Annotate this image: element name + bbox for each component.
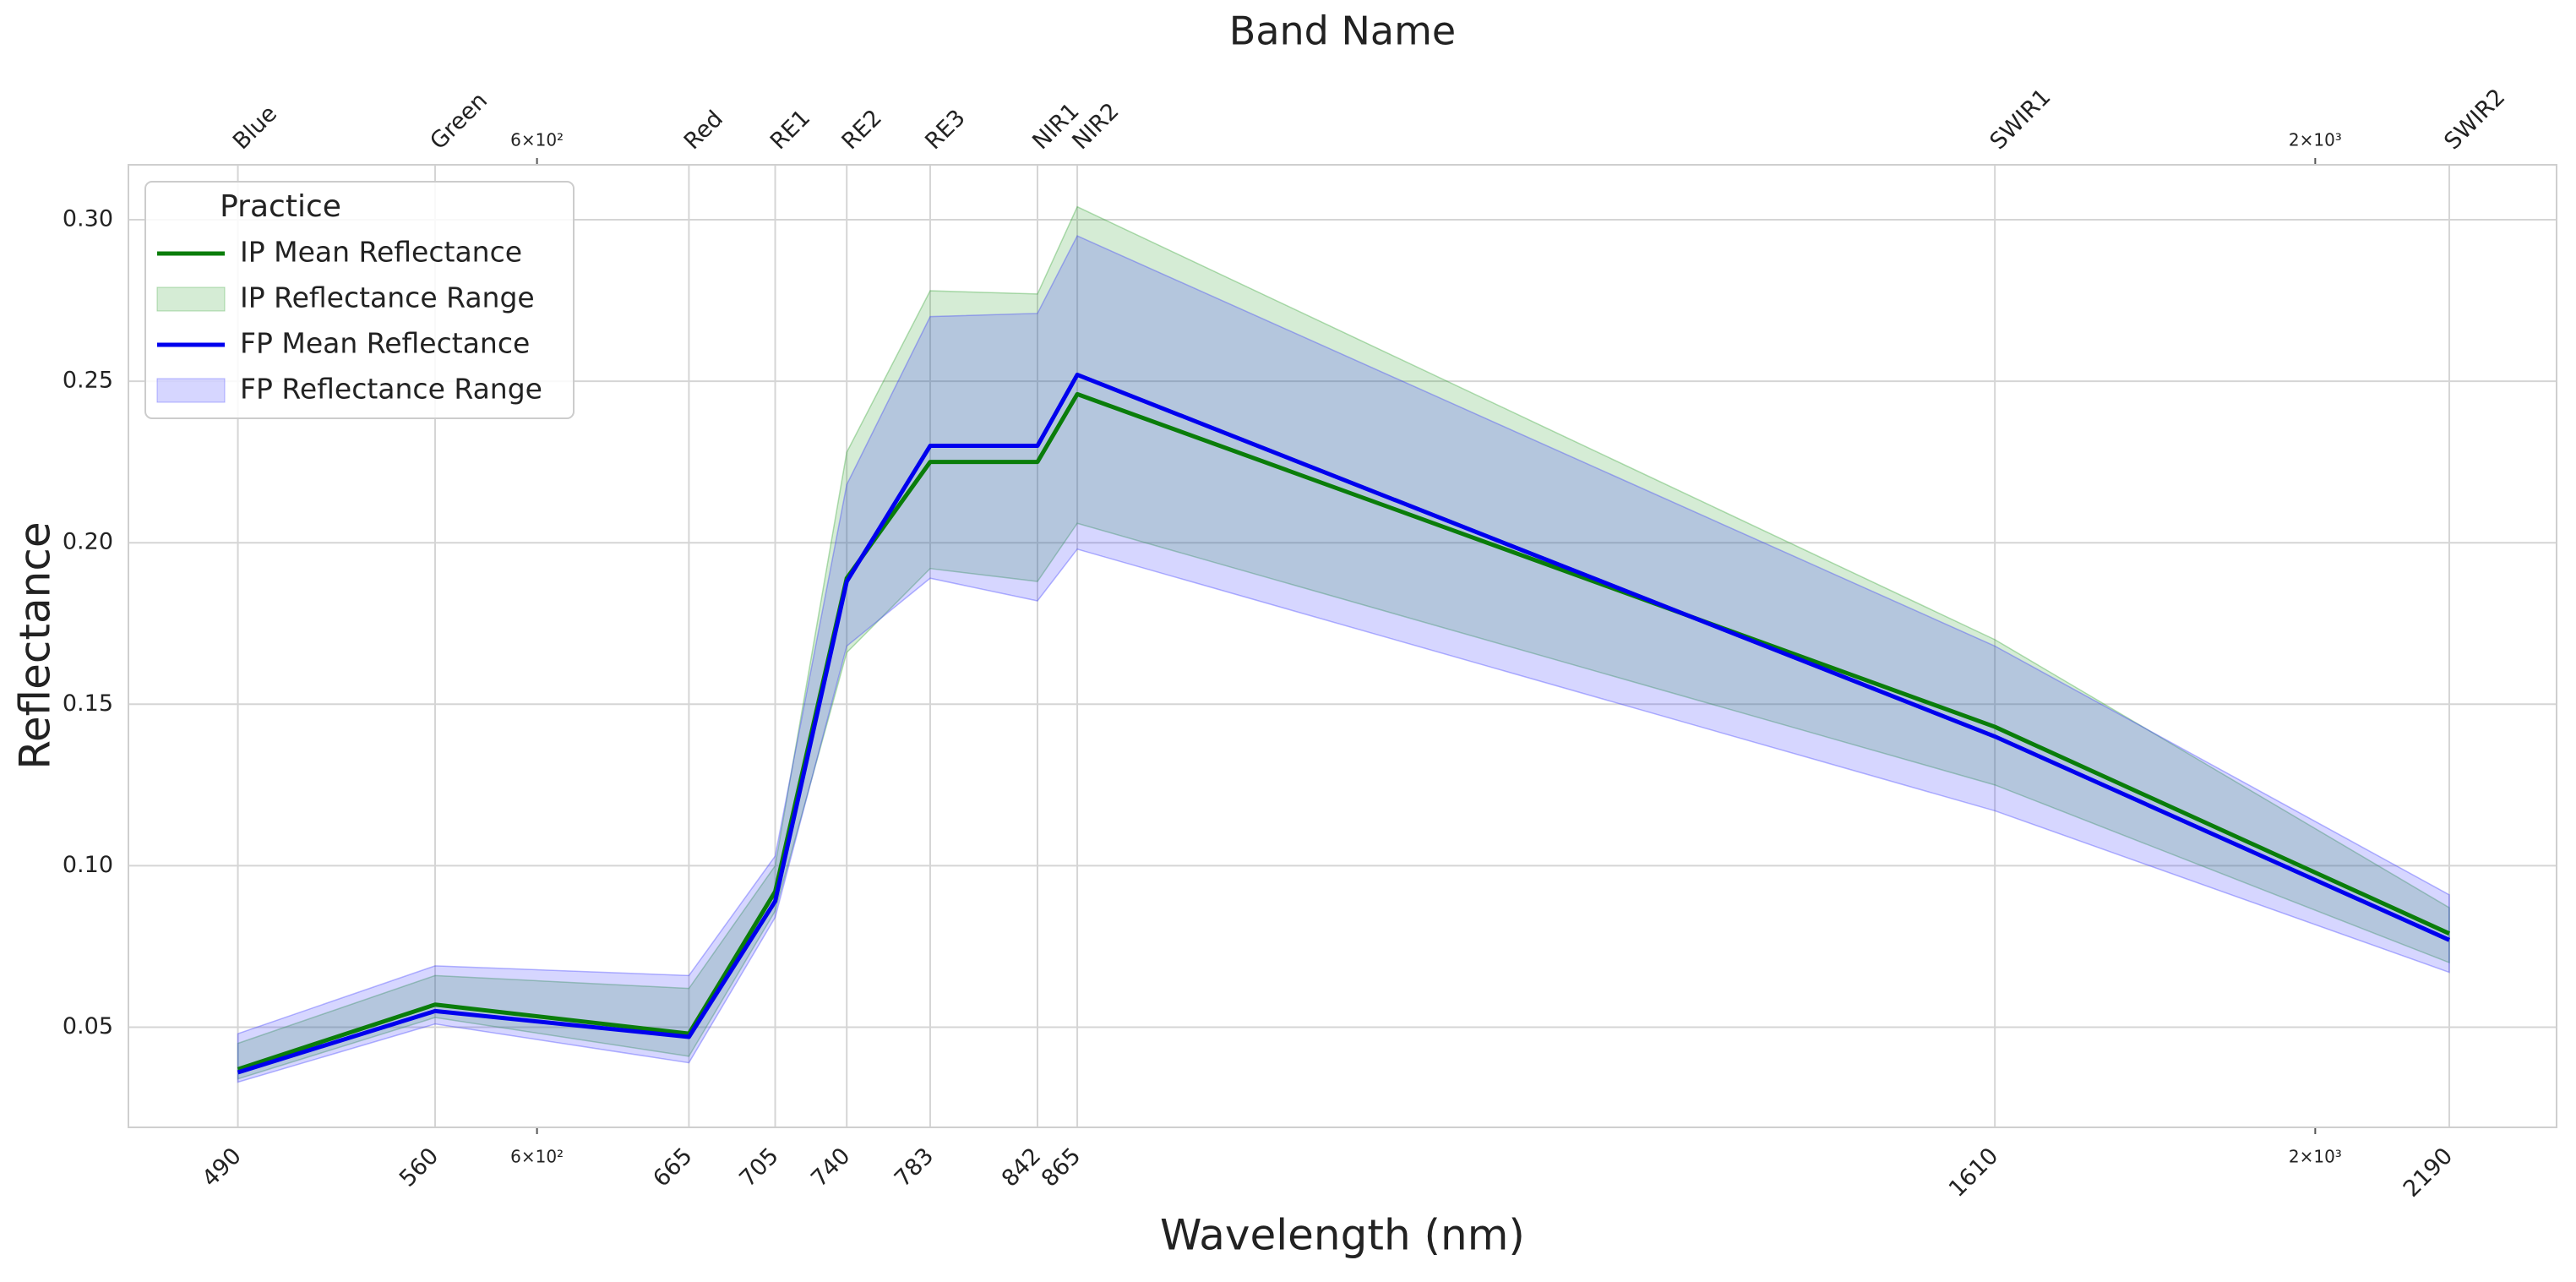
x2-tick-label: Blue — [228, 101, 282, 155]
x-tick-label: 560 — [395, 1143, 444, 1192]
x-axis-label: Wavelength (nm) — [1160, 1211, 1525, 1260]
x2-tick-label: RE2 — [837, 105, 887, 155]
x-tick-label: 783 — [890, 1143, 939, 1192]
legend-swatch — [156, 378, 226, 403]
x2-tick-label: RE1 — [765, 105, 815, 155]
x2-tick-label: NIR2 — [1067, 98, 1124, 155]
mean-line — [237, 372, 2451, 1075]
x2-tick-label: NIR1 — [1027, 98, 1084, 155]
y-tick-label: 0.25 — [63, 368, 113, 394]
range-band — [237, 205, 2450, 1080]
x-tick-label: 2190 — [2399, 1143, 2459, 1203]
legend-title: Practice — [220, 189, 341, 224]
range-band — [237, 235, 2450, 1083]
x-minor-label: 6×10² — [510, 1147, 564, 1167]
x2-minor-label: 6×10² — [510, 130, 564, 150]
x2-tick-label: Green — [425, 88, 493, 155]
legend-label: FP Reflectance Range — [240, 373, 542, 406]
legend-label: IP Mean Reflectance — [240, 236, 522, 269]
y-tick-label: 0.10 — [63, 852, 113, 878]
legend-box — [144, 181, 575, 419]
plot-frame — [128, 164, 2557, 1128]
x-minor-label: 2×10³ — [2289, 1147, 2342, 1167]
y-tick-label: 0.15 — [63, 690, 113, 717]
top-axis-label: Band Name — [1229, 8, 1456, 54]
mean-line — [237, 391, 2451, 1072]
y-tick-label: 0.05 — [63, 1013, 113, 1039]
x2-tick-label: RE3 — [920, 105, 970, 155]
x-tick-label: 842 — [997, 1143, 1046, 1192]
x-tick-label: 1610 — [1944, 1143, 2004, 1203]
y-axis-label: Reflectance — [11, 521, 60, 769]
x-tick-label: 705 — [734, 1143, 783, 1192]
x-tick-label: 490 — [197, 1143, 246, 1192]
x-tick-label: 665 — [648, 1143, 697, 1192]
legend-swatch — [156, 286, 226, 312]
x2-tick-label: Red — [679, 106, 728, 155]
x-tick-label: 740 — [806, 1143, 855, 1192]
x2-tick-label: SWIR1 — [1985, 84, 2056, 155]
y-tick-label: 0.20 — [63, 529, 113, 555]
x2-minor-label: 2×10³ — [2289, 130, 2342, 150]
legend-label: IP Reflectance Range — [240, 281, 535, 314]
x2-tick-label: SWIR2 — [2439, 84, 2510, 155]
y-tick-label: 0.30 — [63, 205, 113, 232]
x-tick-label: 865 — [1037, 1143, 1086, 1192]
legend-label: FP Mean Reflectance — [240, 327, 530, 360]
